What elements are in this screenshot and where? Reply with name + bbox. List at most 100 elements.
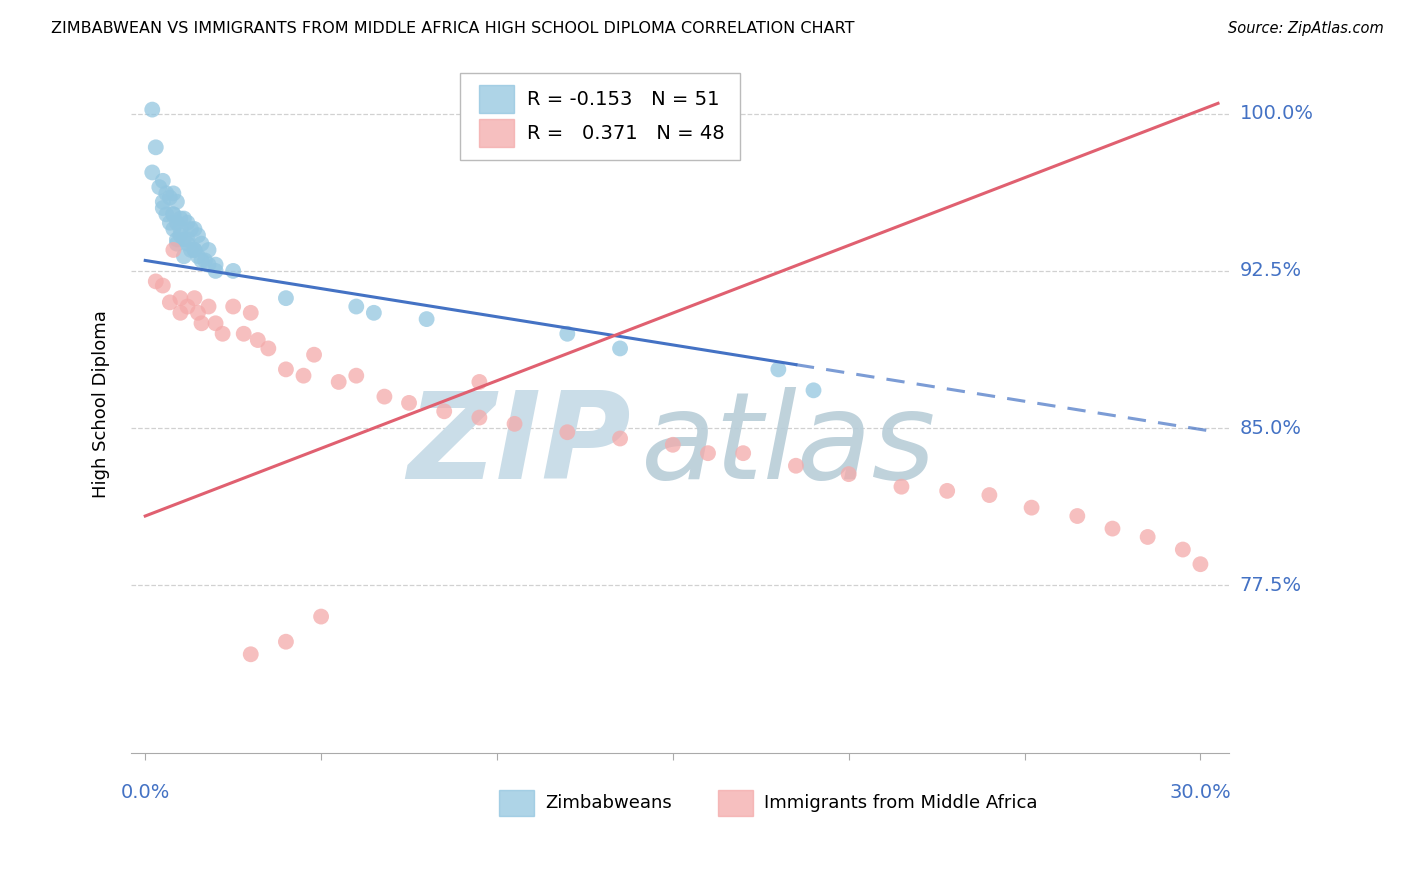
Text: 100.0%: 100.0% bbox=[1240, 104, 1313, 123]
Point bbox=[173, 249, 195, 263]
Point bbox=[162, 207, 184, 221]
Point bbox=[180, 243, 202, 257]
Point bbox=[468, 410, 491, 425]
Point bbox=[803, 384, 825, 398]
Point bbox=[183, 243, 205, 257]
Point bbox=[302, 348, 325, 362]
Point bbox=[159, 295, 181, 310]
Point bbox=[183, 243, 205, 257]
Point bbox=[155, 186, 177, 201]
Point bbox=[176, 232, 198, 246]
Y-axis label: High School Diploma: High School Diploma bbox=[93, 310, 110, 498]
Point bbox=[169, 306, 191, 320]
Point bbox=[155, 207, 177, 221]
Point bbox=[609, 432, 631, 446]
Point bbox=[232, 326, 254, 341]
Point bbox=[187, 228, 209, 243]
Point bbox=[222, 264, 245, 278]
Point bbox=[1066, 508, 1088, 523]
Point bbox=[1136, 530, 1159, 544]
Point bbox=[239, 648, 262, 662]
Point bbox=[1021, 500, 1043, 515]
Point bbox=[1189, 558, 1212, 572]
Point bbox=[141, 165, 163, 179]
Point bbox=[415, 312, 437, 326]
Point bbox=[274, 362, 297, 376]
Point bbox=[309, 609, 332, 624]
Bar bbox=[499, 790, 534, 815]
Point bbox=[890, 480, 912, 494]
Text: ZIP: ZIP bbox=[406, 387, 630, 504]
FancyBboxPatch shape bbox=[460, 72, 740, 160]
Bar bbox=[479, 120, 515, 147]
Point bbox=[733, 446, 755, 460]
Point bbox=[979, 488, 1001, 502]
Point bbox=[1101, 522, 1123, 536]
Text: 92.5%: 92.5% bbox=[1240, 261, 1302, 280]
Point bbox=[257, 342, 280, 356]
Point bbox=[169, 228, 191, 243]
Text: ZIMBABWEAN VS IMMIGRANTS FROM MIDDLE AFRICA HIGH SCHOOL DIPLOMA CORRELATION CHAR: ZIMBABWEAN VS IMMIGRANTS FROM MIDDLE AFR… bbox=[51, 21, 853, 37]
Point bbox=[344, 368, 367, 383]
Point bbox=[187, 249, 209, 263]
Point bbox=[197, 258, 219, 272]
Point bbox=[173, 232, 195, 246]
Point bbox=[159, 191, 181, 205]
Point bbox=[166, 236, 188, 251]
Point bbox=[190, 316, 212, 330]
Point bbox=[838, 467, 860, 482]
Point bbox=[197, 300, 219, 314]
Point bbox=[183, 291, 205, 305]
Point bbox=[1171, 542, 1194, 557]
Point bbox=[222, 300, 245, 314]
Point bbox=[274, 291, 297, 305]
Point bbox=[785, 458, 807, 473]
Point bbox=[169, 211, 191, 226]
Text: atlas: atlas bbox=[641, 387, 936, 504]
Point bbox=[246, 333, 269, 347]
Point bbox=[468, 375, 491, 389]
Point bbox=[204, 316, 226, 330]
Point bbox=[194, 253, 217, 268]
Point bbox=[152, 201, 174, 215]
Point bbox=[169, 291, 191, 305]
Text: Source: ZipAtlas.com: Source: ZipAtlas.com bbox=[1227, 21, 1384, 37]
Point bbox=[176, 300, 198, 314]
Point bbox=[211, 326, 233, 341]
Point bbox=[555, 326, 578, 341]
Point bbox=[936, 483, 959, 498]
Point bbox=[503, 417, 526, 431]
Point bbox=[162, 186, 184, 201]
Point bbox=[166, 232, 188, 246]
Point bbox=[166, 194, 188, 209]
Text: 77.5%: 77.5% bbox=[1240, 575, 1302, 595]
Text: Zimbabweans: Zimbabweans bbox=[546, 794, 672, 812]
Point bbox=[197, 243, 219, 257]
Point bbox=[662, 438, 685, 452]
Point bbox=[148, 180, 170, 194]
Point bbox=[697, 446, 720, 460]
Point bbox=[274, 634, 297, 648]
Point bbox=[162, 243, 184, 257]
Point bbox=[173, 211, 195, 226]
Point bbox=[398, 396, 420, 410]
Point bbox=[162, 222, 184, 236]
Point bbox=[180, 222, 202, 236]
Text: 0.0%: 0.0% bbox=[121, 783, 170, 802]
Point bbox=[152, 278, 174, 293]
Point bbox=[176, 236, 198, 251]
Point bbox=[555, 425, 578, 440]
Text: R =   0.371   N = 48: R = 0.371 N = 48 bbox=[527, 124, 725, 143]
Point bbox=[152, 174, 174, 188]
Point bbox=[152, 194, 174, 209]
Point bbox=[187, 306, 209, 320]
Point bbox=[609, 342, 631, 356]
Point bbox=[166, 216, 188, 230]
Point bbox=[145, 274, 167, 288]
Text: 85.0%: 85.0% bbox=[1240, 418, 1302, 438]
Point bbox=[768, 362, 790, 376]
Bar bbox=[718, 790, 754, 815]
Text: R = -0.153   N = 51: R = -0.153 N = 51 bbox=[527, 89, 720, 109]
Point bbox=[328, 375, 350, 389]
Bar bbox=[479, 85, 515, 113]
